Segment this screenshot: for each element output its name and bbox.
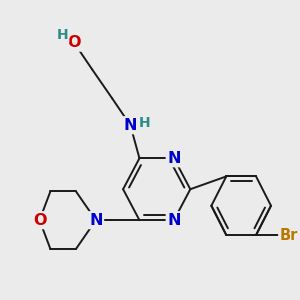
Text: N: N [89,213,103,228]
Text: H: H [57,28,68,42]
Text: H: H [138,116,150,130]
Text: O: O [67,35,81,50]
Text: N: N [124,118,137,133]
Text: O: O [33,213,46,228]
Text: N: N [167,151,181,166]
Text: N: N [167,213,181,228]
Text: Br: Br [280,227,298,242]
